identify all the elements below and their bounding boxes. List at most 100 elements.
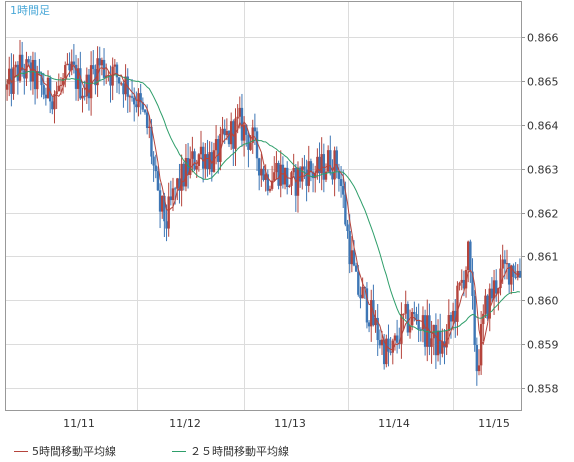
candle-body <box>471 271 474 296</box>
grid <box>6 2 521 410</box>
candle-body <box>311 171 315 179</box>
candle-body <box>53 94 56 110</box>
candle-body <box>61 78 65 85</box>
candle-body <box>150 126 153 157</box>
candle-body <box>79 68 82 99</box>
candle-body <box>124 76 127 95</box>
candle-body <box>184 158 188 187</box>
candle-body <box>128 96 132 98</box>
candle-body <box>251 127 254 143</box>
candle-body <box>139 93 142 103</box>
candle-body <box>307 161 310 186</box>
candle-body <box>141 102 145 110</box>
candle-body <box>275 162 278 173</box>
candle-body <box>318 156 321 174</box>
candle-body <box>301 166 304 182</box>
candle-body <box>419 329 423 331</box>
candle-body <box>199 146 203 155</box>
candle-body <box>266 174 270 191</box>
candle-body <box>214 139 218 151</box>
y-tick-label: 0.859 <box>527 339 559 352</box>
candle-body <box>507 263 511 285</box>
candle-body <box>85 74 89 97</box>
candle-body <box>380 339 384 346</box>
candle-body <box>335 150 338 171</box>
legend: 5時間移動平均線 ２５時間移動平均線 <box>0 437 574 462</box>
candle-body <box>255 131 259 159</box>
candle-body <box>367 322 371 327</box>
candle-body <box>270 180 274 189</box>
candle-body <box>402 313 405 315</box>
candle-body <box>68 63 71 71</box>
candle-body <box>27 59 30 63</box>
candle-body <box>490 288 494 299</box>
candle-body <box>212 150 216 172</box>
candle-body <box>189 158 192 175</box>
y-tick-label: 0.858 <box>527 383 559 396</box>
candle-body <box>201 146 205 169</box>
candle-body <box>352 250 356 266</box>
y-tick-label: 0.866 <box>527 32 559 45</box>
candle-body <box>249 142 252 150</box>
candle-body <box>130 96 134 98</box>
candle-body <box>225 130 229 136</box>
candle-body <box>514 276 517 278</box>
candle-body <box>92 65 95 69</box>
candle-body <box>245 124 248 135</box>
candle-body <box>359 294 362 299</box>
candle-body <box>227 130 231 145</box>
candle-body <box>495 280 498 294</box>
candle-body <box>20 54 24 71</box>
candle-body <box>460 279 463 283</box>
candle-body <box>410 312 414 326</box>
candle-body <box>104 75 108 78</box>
candle-body <box>238 107 241 117</box>
candle-body <box>430 338 433 347</box>
candle-body <box>156 171 160 191</box>
candle-body <box>46 77 50 99</box>
candle-body <box>387 338 390 352</box>
candle-body <box>66 63 69 66</box>
candle-body <box>395 335 399 343</box>
candle-body <box>74 64 78 89</box>
candle-body <box>344 194 347 225</box>
candle-body <box>443 341 446 348</box>
candle-body <box>219 133 222 162</box>
candle-body <box>376 317 379 341</box>
candle-body <box>499 268 502 289</box>
candle-body <box>456 285 459 322</box>
candle-body <box>122 83 125 95</box>
candle-body <box>279 164 282 186</box>
candle-body <box>451 310 455 322</box>
candle-body <box>298 167 302 182</box>
candle-body <box>12 67 15 94</box>
candle-body <box>326 150 330 172</box>
candle-body <box>173 188 177 190</box>
legend-label-ma25: ２５時間移動平均線 <box>190 445 289 458</box>
candle-body <box>208 152 211 170</box>
candle-body <box>404 304 407 314</box>
y-tick-label: 0.860 <box>527 295 559 308</box>
candle-body <box>393 335 397 341</box>
candle-body <box>361 286 364 299</box>
candle-body <box>454 310 457 322</box>
candle-body <box>423 315 427 347</box>
candle-body <box>191 151 194 159</box>
candle-body <box>109 75 112 86</box>
candle-body <box>169 196 173 201</box>
candle-body <box>389 351 392 353</box>
candle-body <box>36 71 39 90</box>
candle-body <box>447 315 451 331</box>
candle-body <box>479 324 483 366</box>
candle-body <box>143 109 147 113</box>
candle-body <box>253 127 257 132</box>
y-tick-label: 0.864 <box>527 120 559 133</box>
candle-body <box>81 95 84 99</box>
candle-body <box>152 156 155 166</box>
candle-body <box>350 250 354 265</box>
candle-body <box>107 75 110 77</box>
candle-body <box>314 172 317 179</box>
candle-body <box>135 104 138 108</box>
candle-body <box>76 68 80 89</box>
candle-body <box>16 64 20 81</box>
